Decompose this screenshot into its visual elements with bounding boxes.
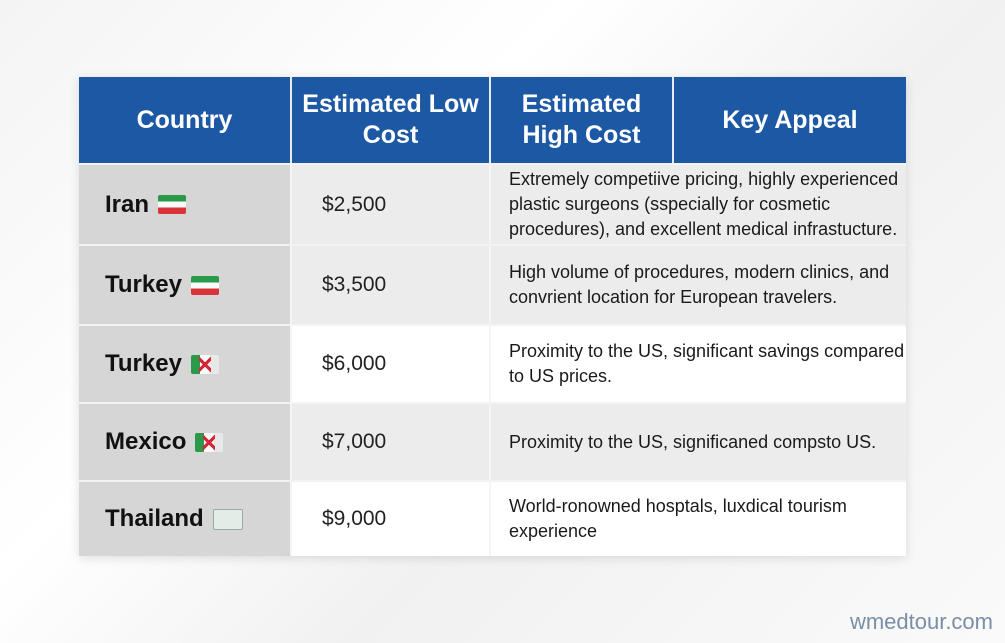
- table-row: Iran $2,500 Extremely competiive pricing…: [79, 163, 906, 244]
- country-cell: Turkey: [79, 326, 292, 402]
- table-row: Turkey $3,500 High volume of procedures,…: [79, 244, 906, 324]
- header-high-cost: Estimated High Cost: [491, 77, 674, 163]
- table-row: Thailand $9,000 World-ronowned hosptals,…: [79, 480, 906, 556]
- country-name: Turkey: [105, 271, 182, 298]
- appeal-cell: Extremely competiive pricing, highly exp…: [509, 169, 899, 239]
- country-name: Thailand: [105, 505, 204, 532]
- iran-flag-icon: [158, 195, 187, 214]
- country-name: Turkey: [105, 350, 182, 377]
- country-name: Mexico: [105, 428, 187, 455]
- low-cost-cell: $3,500: [292, 246, 491, 324]
- country-cell: Turkey: [79, 246, 292, 324]
- low-cost-cell: $9,000: [292, 482, 491, 556]
- country-cell: Thailand: [79, 482, 292, 556]
- mexico-like-flag-icon: [190, 354, 219, 374]
- appeal-cell: World-ronowned hosptals, luxdical touris…: [509, 496, 847, 541]
- watermark: wmedtour.com: [849, 609, 993, 634]
- header-country: Country: [79, 77, 292, 163]
- mexico-like-flag-icon: [195, 432, 224, 452]
- cost-comparison-table: Country Estimated Low Cost Estimated Hig…: [79, 77, 906, 556]
- appeal-cell: High volume of procedures, modern clinic…: [509, 262, 890, 307]
- country-name: Iran: [105, 190, 150, 218]
- country-cell: Mexico: [79, 404, 292, 480]
- iran-flag-icon: [190, 275, 219, 295]
- header-low-cost: Estimated Low Cost: [292, 77, 491, 163]
- table-header: Country Estimated Low Cost Estimated Hig…: [79, 77, 906, 163]
- low-cost-cell: $2,500: [292, 165, 491, 244]
- low-cost-cell: $7,000: [292, 404, 491, 480]
- appeal-cell: Proximity to the US, significant savings…: [509, 341, 905, 386]
- country-cell: Iran: [79, 165, 292, 244]
- low-cost-cell: $6,000: [292, 326, 491, 402]
- appeal-cell: Proximity to the US, significaned compst…: [509, 431, 877, 452]
- header-key-appeal: Key Appeal: [722, 105, 858, 134]
- thailand-flag-icon: [212, 508, 243, 530]
- table-row: Turkey $6,000 Proximity to the US, signi…: [79, 324, 906, 402]
- table-row: Mexico $7,000 Proximity to the US, signi…: [79, 402, 906, 480]
